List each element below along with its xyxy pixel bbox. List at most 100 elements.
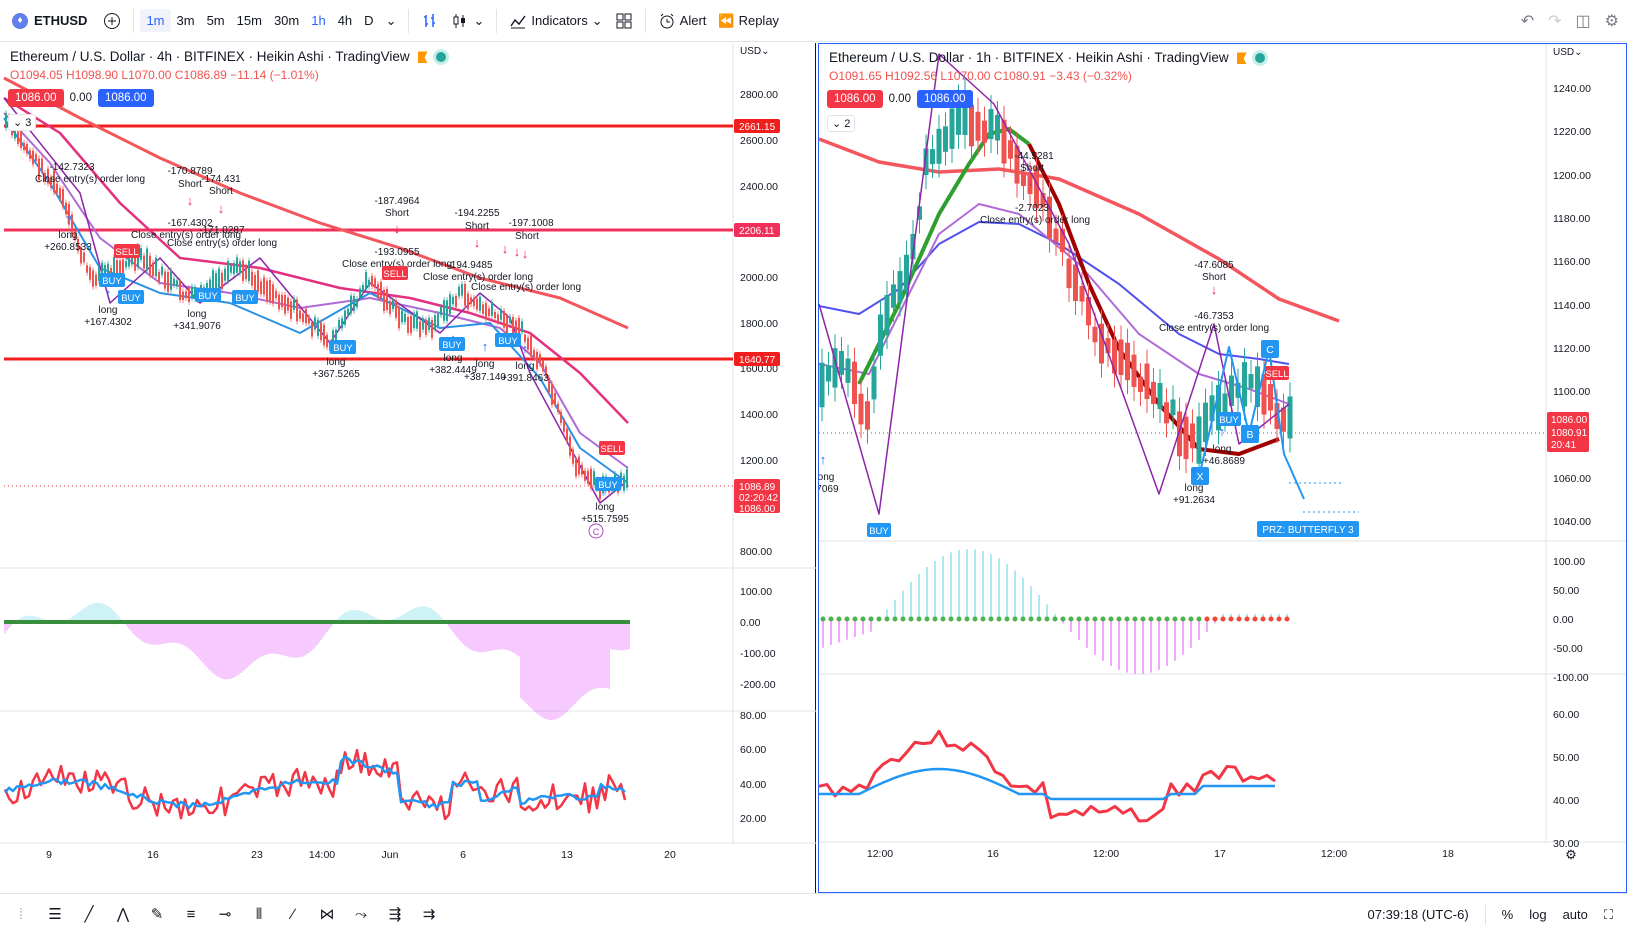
settings-icon[interactable]: ⚙ [1604, 13, 1619, 30]
bars-style-button[interactable] [415, 8, 445, 34]
candle-body [1242, 362, 1247, 407]
brush-tool-icon[interactable]: ✎ [150, 906, 164, 923]
undo-icon[interactable]: ↶ [1520, 13, 1535, 30]
bid-price-label: 1086.00 [739, 504, 776, 515]
candle-body [317, 319, 319, 337]
interval-30m[interactable]: 30m [268, 9, 305, 32]
level-price-label: 2206.11 [739, 226, 775, 237]
candle-body [479, 296, 481, 311]
alert-button[interactable]: Alert [652, 8, 713, 34]
candle-body [936, 128, 942, 164]
left-indicators-toggle[interactable]: ⌄ 3 [8, 114, 37, 131]
pattern-point-label: C [1266, 344, 1274, 356]
strategy-annotation: +387.140 [464, 372, 506, 383]
redo-icon[interactable]: ↷ [1548, 13, 1562, 30]
candle-body [416, 311, 418, 329]
interval-1h[interactable]: 1h [305, 9, 331, 32]
candle-body [332, 330, 334, 343]
interval-3m[interactable]: 3m [171, 9, 201, 32]
candle-body [173, 278, 175, 286]
projection-tool-icon[interactable]: ⇶ [388, 906, 402, 923]
rsi-line [3, 748, 627, 821]
interval-15m[interactable]: 15m [231, 9, 268, 32]
left-chart-canvas[interactable]: USD⌄2800.002600.002400.002200.002000.001… [0, 43, 816, 893]
right-sell-button[interactable]: 1086.00 [827, 90, 883, 108]
log-toggle[interactable]: log [1529, 907, 1547, 922]
zero-dot [820, 616, 826, 622]
compare-symbol-button[interactable] [97, 8, 127, 34]
candle-body [17, 131, 19, 144]
auto-toggle[interactable]: auto [1562, 907, 1588, 922]
indicators-button[interactable]: Indicators ⌄ [503, 8, 608, 34]
candle-body [305, 308, 307, 324]
interval-4h[interactable]: 4h [332, 9, 358, 32]
strategy-annotation: long [1185, 483, 1204, 494]
candle-body [272, 284, 274, 304]
layout-button[interactable] [609, 8, 639, 34]
drawing-toolbar: ⁞ ☰ ╱ ⋀ ✎ ≡ ⊸ ⫴ ∕ ⋈ ⤳ ⇶ ⇉ 07:39:18 (UTC-… [0, 893, 1627, 934]
zero-dot [948, 616, 954, 622]
price-tick-label: 1200.00 [1553, 170, 1591, 182]
flag-icon[interactable] [1236, 52, 1247, 65]
drag-handle-icon[interactable]: ⁞ [18, 905, 24, 923]
candle-body [545, 366, 547, 377]
candles-icon [453, 13, 466, 28]
interval-5m[interactable]: 5m [201, 9, 231, 32]
xabcd-tool-icon[interactable]: ⋈ [319, 906, 335, 923]
candle-body [104, 264, 106, 279]
path-tool-icon[interactable]: ⤳ [354, 905, 367, 923]
candle-body [98, 266, 100, 281]
trend-line-tool-icon[interactable]: ╱ [84, 906, 94, 923]
percent-toggle[interactable]: % [1501, 907, 1514, 922]
fullscreen-icon[interactable]: ⛶ [1603, 906, 1613, 922]
right-buy-button[interactable]: 1086.00 [916, 90, 973, 108]
interval-d[interactable]: D [358, 9, 379, 32]
candle-body [230, 265, 232, 273]
signal-label-box [439, 337, 465, 351]
gann-tool-icon[interactable]: ⫴ [255, 905, 263, 923]
chart-type-button[interactable]: ⌄ [445, 8, 490, 34]
clock-time[interactable]: 07:39:18 (UTC-6) [1367, 907, 1469, 922]
replay-button[interactable]: ⏪ Replay [712, 9, 785, 33]
strategy-annotation: long [516, 361, 535, 372]
zero-dot [1276, 616, 1282, 622]
fib-tool-icon[interactable]: ≡ [186, 905, 196, 923]
interval-dropdown[interactable]: ⌄ [380, 9, 403, 33]
ray-tool-icon[interactable]: ∕ [291, 905, 295, 923]
cursor-menu-icon[interactable]: ☰ [48, 906, 62, 923]
osc-tick-label: 0.00 [1553, 614, 1574, 626]
zero-dot [1196, 616, 1202, 622]
left-buy-button[interactable]: 1086.00 [97, 89, 154, 107]
horizontal-line-icon[interactable]: ⊸ [218, 906, 232, 923]
forecast-tool-icon[interactable]: ⇉ [422, 906, 436, 923]
zero-dot [860, 616, 866, 622]
candle-body [26, 143, 28, 154]
candle-body [982, 120, 987, 143]
pattern-tool-icon[interactable]: ⋀ [116, 906, 130, 923]
candle-body [377, 284, 379, 298]
candle-body [221, 272, 223, 290]
candle-body [389, 301, 391, 314]
candle-body [281, 294, 283, 308]
top-toolbar: ♦ ETHUSD 1m 3m 5m 15m 30m 1h 4h D ⌄ ⌄ In… [0, 0, 1627, 42]
pattern-point-box [1191, 467, 1209, 485]
candle-body [35, 154, 37, 162]
split-layout-icon[interactable]: ◫ [1575, 13, 1591, 30]
signal-label: BUY [442, 340, 462, 351]
right-chart-canvas[interactable]: USD⌄ 1240.00 1220.00 1200.00 1180.00 1160.00 1… [819, 44, 1626, 892]
flag-icon[interactable] [417, 51, 428, 64]
strategy-annotation: -193.0955 [374, 247, 419, 258]
level-price-tag [734, 352, 780, 366]
statusbar-divider [1484, 904, 1486, 925]
right-indicators-toggle[interactable]: ⌄ 2 [827, 115, 856, 132]
candle-body [248, 260, 250, 282]
symbol-search-button[interactable]: ♦ ETHUSD [8, 12, 97, 29]
left-chart-pane[interactable]: USD⌄2800.002600.002400.002200.002000.001… [0, 43, 816, 893]
left-sell-button[interactable]: 1086.00 [8, 89, 64, 107]
zero-dot [1004, 616, 1010, 622]
candle-body [314, 317, 316, 330]
candle-body [904, 254, 909, 291]
interval-1m[interactable]: 1m [140, 9, 171, 32]
right-chart-pane[interactable]: USD⌄ 1240.00 1220.00 1200.00 1180.00 1160.00 1… [818, 43, 1627, 893]
candle-body [44, 172, 46, 182]
